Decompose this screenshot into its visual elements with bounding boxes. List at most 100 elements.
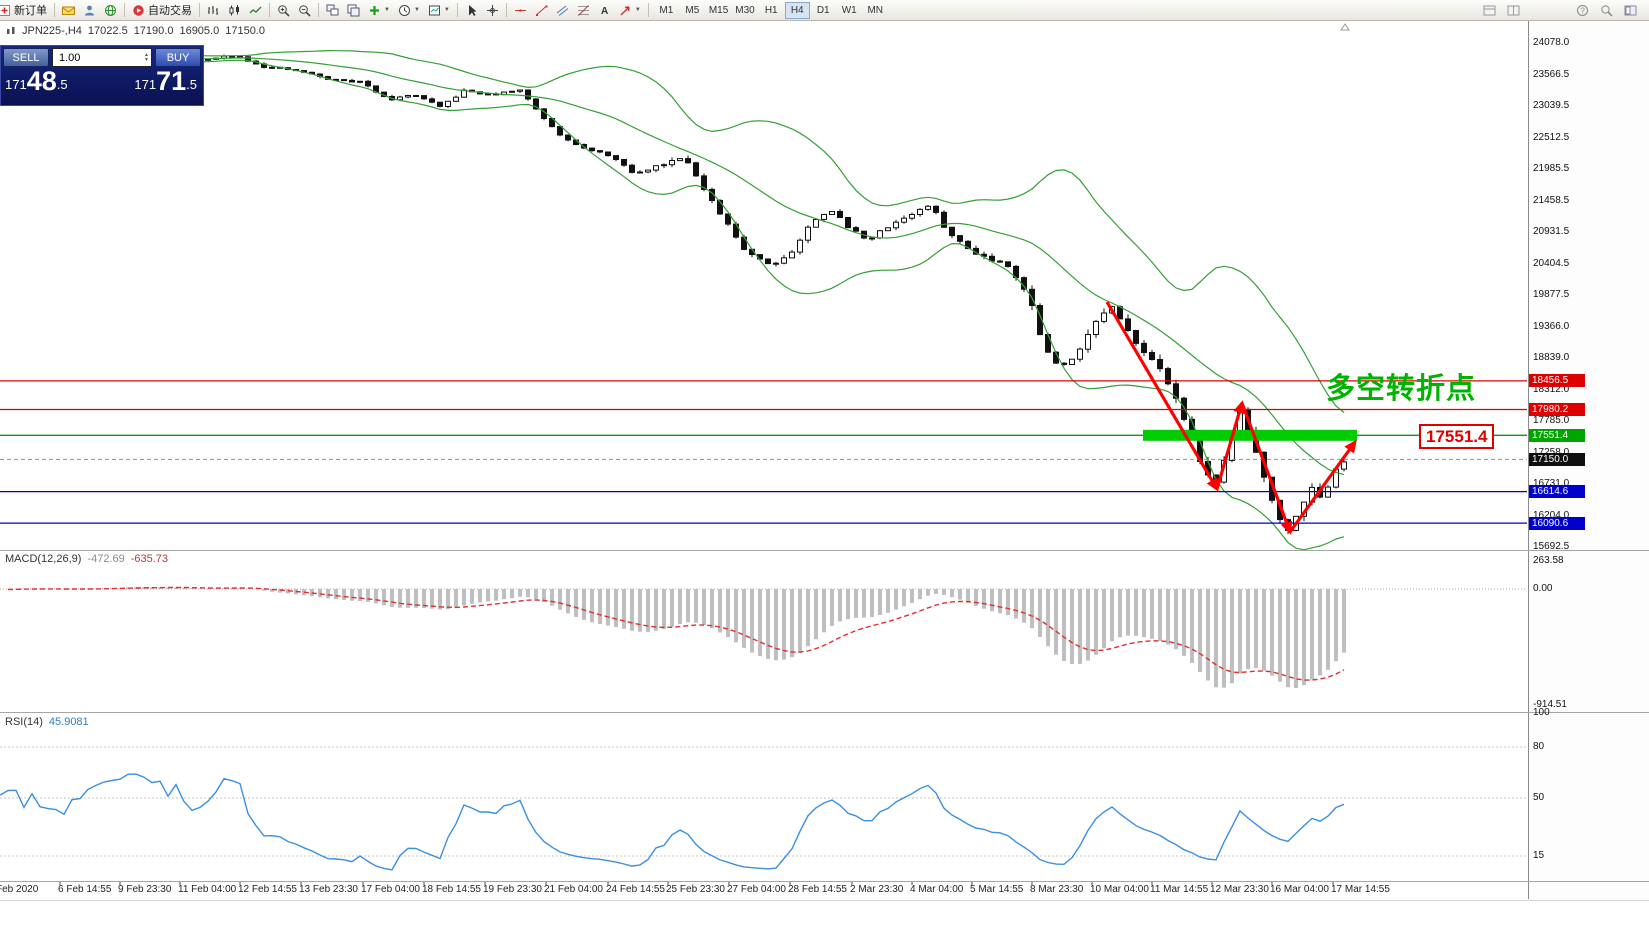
cascade-windows-icon <box>347 4 360 16</box>
toolbar-right-icons: ? <box>1479 1 1646 19</box>
candle-wicks <box>7 54 1345 535</box>
hline-tool-button[interactable] <box>510 1 531 19</box>
ohlc-high: 17190.0 <box>133 25 174 37</box>
new-order-label: 新订单 <box>14 5 47 17</box>
add-indicator-button[interactable]: ▼ <box>364 1 394 19</box>
zoom-in-icon <box>278 4 290 17</box>
cursor-tool-button[interactable] <box>461 1 482 19</box>
arrows-tool-button[interactable]: ▼ <box>615 1 645 19</box>
search-icon <box>1601 4 1613 17</box>
ohlc-open: 17022.5 <box>87 25 128 37</box>
add-indicator-icon <box>370 5 379 15</box>
mail-icon <box>62 6 75 15</box>
crosshair-tool-button[interactable] <box>482 1 503 19</box>
search-button[interactable] <box>1596 1 1617 19</box>
price-callout-label[interactable]: 17551.4 <box>1419 424 1495 449</box>
new-order-button[interactable]: 新订单 <box>0 1 51 19</box>
time-axis[interactable]: Feb 2020 6 Feb 14:55 9 Feb 23:30 11 Feb 04:… <box>0 882 1528 899</box>
zoom-out-button[interactable] <box>294 1 315 19</box>
autotrade-label: 自动交易 <box>148 5 192 17</box>
sell-button[interactable]: SELL <box>3 48 49 67</box>
text-icon: A <box>601 6 608 17</box>
profile-button[interactable] <box>79 1 100 19</box>
chevron-down-icon: ▼ <box>413 7 420 13</box>
window-tool-button-1[interactable] <box>1479 1 1500 19</box>
separator <box>505 3 507 17</box>
tile-windows-icon <box>326 4 339 15</box>
bollinger-middle <box>31 57 1345 476</box>
price-axis[interactable] <box>1528 21 1649 899</box>
panel-separator-macd[interactable] <box>0 550 1649 551</box>
turning-point-annotation[interactable]: 多空转折点 <box>1326 373 1477 405</box>
buy-button[interactable]: BUY <box>155 48 201 67</box>
autotrade-button[interactable]: 自动交易 <box>128 1 196 19</box>
timeframe-d1[interactable]: D1 <box>811 2 836 19</box>
window-bottom-edge <box>0 900 1649 901</box>
spin-up-icon[interactable]: ▲ <box>144 51 149 58</box>
time-label: 12 Feb 14:55 <box>238 884 297 895</box>
timeframe-mn[interactable]: MN <box>863 2 888 19</box>
panel-icon <box>1483 5 1496 15</box>
community-button[interactable] <box>100 1 121 19</box>
separator <box>318 3 319 17</box>
time-label: 12 Mar 23:30 <box>1210 884 1269 895</box>
period-selector-button[interactable]: ▼ <box>394 1 424 19</box>
volume-input[interactable]: 1.00 ▲ ▼ <box>52 48 152 67</box>
panel-separator-timeline <box>0 881 1649 882</box>
panel-grid-icon <box>1507 5 1520 15</box>
chart-canvas[interactable] <box>0 21 1528 899</box>
window-tool-button-2[interactable] <box>1503 1 1524 19</box>
timeframe-m30[interactable]: M30 <box>732 2 757 19</box>
volume-value: 1.00 <box>59 51 81 64</box>
cascade-windows-button[interactable] <box>343 1 364 19</box>
panel-separator-rsi[interactable] <box>0 712 1649 713</box>
bollinger-upper <box>31 49 1345 413</box>
line-chart-icon <box>249 6 262 13</box>
time-label: 18 Feb 14:55 <box>422 884 481 895</box>
horizontal-line-icon <box>514 9 526 11</box>
layout-button[interactable] <box>1620 1 1641 19</box>
fibonacci-tool-button[interactable] <box>573 1 594 19</box>
chevron-down-icon: ▼ <box>443 7 450 13</box>
timeframe-m5[interactable]: M5 <box>680 2 705 19</box>
sell-price[interactable]: 171 48.5 <box>5 68 68 95</box>
globe-icon <box>105 4 116 16</box>
candlestick-chart-button[interactable] <box>224 1 245 19</box>
text-tool-button[interactable]: A <box>594 1 615 19</box>
time-label: 9 Feb 23:30 <box>118 884 172 895</box>
trendline-tool-button[interactable] <box>531 1 552 19</box>
time-label: 13 Feb 23:30 <box>299 884 358 895</box>
timeframe-h1[interactable]: H1 <box>759 2 784 19</box>
time-label: 8 Mar 23:30 <box>1030 884 1084 895</box>
mailbox-button[interactable] <box>58 1 79 19</box>
buy-price[interactable]: 171 71.5 <box>134 68 197 95</box>
line-chart-button[interactable] <box>245 1 266 19</box>
tile-windows-button[interactable] <box>322 1 343 19</box>
macd-main-value: -472.69 <box>87 553 125 565</box>
timeframe-w1[interactable]: W1 <box>837 2 862 19</box>
time-label: 6 Feb 14:55 <box>58 884 112 895</box>
help-button[interactable]: ? <box>1572 1 1593 19</box>
zoom-in-button[interactable] <box>273 1 294 19</box>
ohlc-low: 16905.0 <box>179 25 220 37</box>
buy-price-tail: .5 <box>186 77 197 92</box>
timeframe-m15[interactable]: M15 <box>706 2 731 19</box>
separator <box>456 3 458 17</box>
time-label: 2 Mar 23:30 <box>850 884 904 895</box>
time-label: 28 Feb 14:55 <box>788 884 847 895</box>
macd-signal-line <box>7 586 1345 681</box>
spin-down-icon[interactable]: ▼ <box>144 56 149 63</box>
bar-chart-button[interactable] <box>203 1 224 19</box>
bar-chart-icon <box>208 5 218 15</box>
svg-text:?: ? <box>1580 6 1585 15</box>
timeframe-m1[interactable]: M1 <box>654 2 679 19</box>
chart-title: JPN225-,H4 17022.5 17190.0 16905.0 17150… <box>6 25 265 37</box>
template-button[interactable]: ▼ <box>424 1 454 19</box>
timeframe-h4[interactable]: H4 <box>784 1 810 19</box>
macd-histogram <box>6 587 1346 689</box>
channel-icon <box>556 5 569 16</box>
volume-spinner[interactable]: ▲ ▼ <box>144 51 149 63</box>
channel-tool-button[interactable] <box>552 1 573 19</box>
main-toolbar: 新订单 自动交易 ▼ ▼ ▼ A ▼ M1 M5 M15 M30 H1 H4 D1 W1 MN … <box>0 0 1649 21</box>
buy-price-head: 171 <box>134 77 157 92</box>
